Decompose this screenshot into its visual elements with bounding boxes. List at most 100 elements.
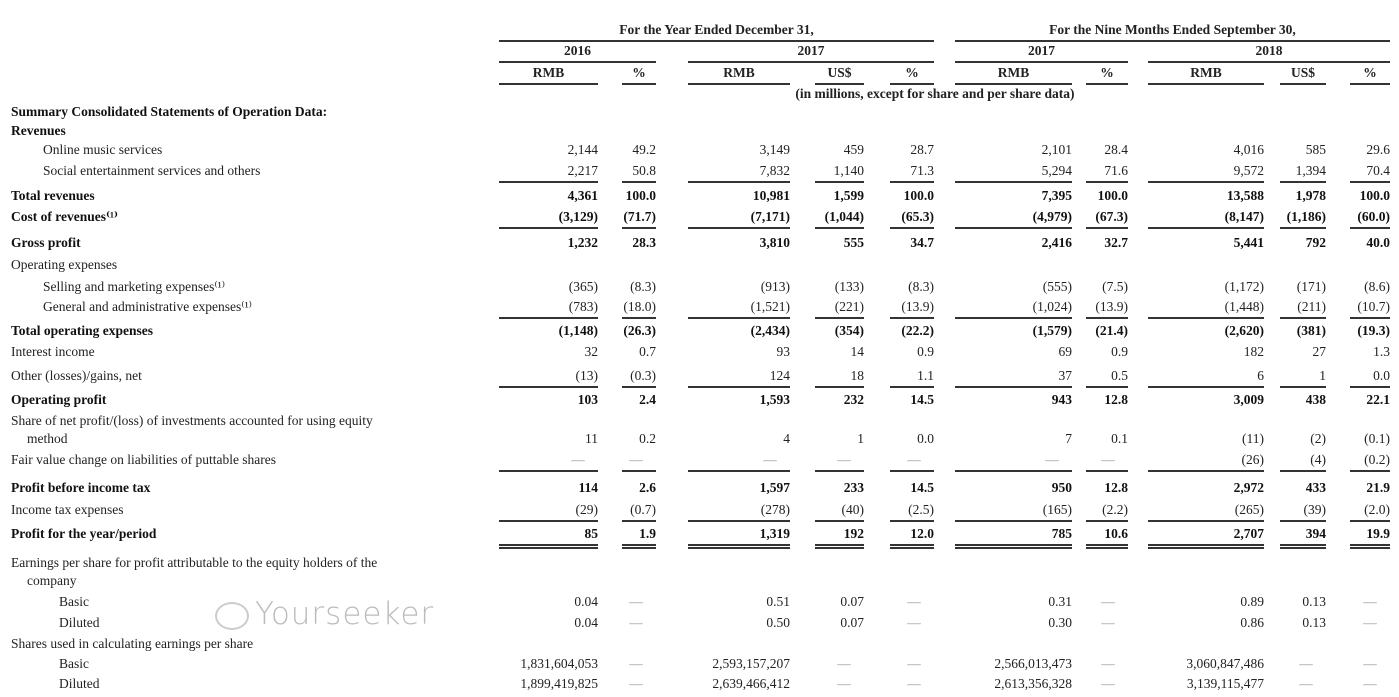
table-cell: 0.04 (574, 594, 598, 609)
underline (815, 317, 864, 319)
table-cell: 0.30 (1048, 615, 1072, 630)
table-cell: — (837, 656, 851, 671)
table-cell: (40) (841, 502, 865, 517)
table-cell: (2.0) (1364, 502, 1390, 517)
divider (622, 83, 656, 85)
table-cell: 0.9 (917, 344, 934, 359)
row-label-continued: company (27, 573, 77, 588)
underline (955, 181, 1072, 183)
underline (815, 227, 864, 229)
table-cell: (265) (1234, 502, 1264, 517)
table-cell: 1,599 (833, 188, 864, 203)
table-cell: (1,148) (558, 323, 598, 338)
divider (955, 40, 1390, 42)
table-cell: (13.9) (901, 299, 934, 314)
row-label: Profit for the year/period (11, 526, 157, 541)
table-cell: (7.5) (1102, 279, 1128, 294)
table-cell: 27 (1312, 344, 1327, 359)
underline (688, 520, 790, 522)
underline (890, 520, 934, 522)
table-cell: 0.51 (766, 594, 790, 609)
table-cell: 5,294 (1041, 163, 1072, 178)
table-cell: 1,232 (567, 235, 598, 250)
table-cell: (211) (1297, 299, 1326, 314)
table-cell: 1,593 (759, 392, 790, 407)
table-cell: (7,171) (750, 209, 790, 224)
divider (688, 83, 790, 85)
table-cell: 2,613,356,328 (994, 676, 1072, 691)
underline (1086, 520, 1128, 522)
table-cell: 29.6 (1366, 142, 1390, 157)
table-cell: 1 (1319, 368, 1326, 383)
table-cell: 49.2 (632, 142, 656, 157)
underline (1086, 317, 1128, 319)
row-label: Income tax expenses (11, 502, 124, 517)
underline (890, 386, 934, 388)
underline (1350, 470, 1390, 472)
divider (1350, 83, 1390, 85)
table-cell: (165) (1042, 502, 1072, 517)
table-cell: (8.3) (908, 279, 934, 294)
table-cell: (133) (834, 279, 864, 294)
underline (622, 317, 656, 319)
table-cell: 28.3 (632, 235, 656, 250)
table-cell: 2,101 (1041, 142, 1072, 157)
row-label-continued: method (27, 431, 68, 446)
underline (499, 317, 598, 319)
divider (955, 61, 1128, 63)
underline (688, 386, 790, 388)
underline (688, 470, 790, 472)
table-cell: (4,979) (1032, 209, 1072, 224)
row-label: Fair value change on liabilities of putt… (11, 452, 277, 467)
table-cell: 10.6 (1104, 526, 1128, 541)
table-cell: 6 (1257, 368, 1264, 383)
row-label: Online music services (43, 142, 163, 157)
table-cell: 0.31 (1048, 594, 1072, 609)
underline (1148, 386, 1264, 388)
table-cell: — (837, 676, 851, 691)
table-cell: 2,566,013,473 (994, 656, 1072, 671)
table-cell: — (1299, 656, 1313, 671)
row-label: Total operating expenses (11, 323, 154, 338)
column-header-currency: % (1100, 65, 1114, 80)
underline (1280, 227, 1326, 229)
table-cell: 12.0 (910, 526, 934, 541)
table-cell: — (1299, 676, 1313, 691)
table-cell: 85 (584, 526, 599, 541)
table-cell: 950 (1051, 480, 1072, 495)
table-cell: 1,978 (1295, 188, 1326, 203)
header-nine-months-group: For the Nine Months Ended September 30, (1049, 22, 1296, 37)
table-cell: 1.3 (1373, 344, 1390, 359)
table-cell: 0.07 (840, 594, 864, 609)
table-cell: — (1045, 452, 1059, 467)
watermark-text: Yourseeker (255, 596, 435, 632)
underline (688, 181, 790, 183)
row-label: Social entertainment services and others (43, 163, 261, 178)
underline (499, 227, 598, 229)
wechat-icon (215, 601, 249, 630)
table-cell: 12.8 (1104, 392, 1128, 407)
column-header-currency: % (1363, 65, 1377, 80)
table-cell: (1,579) (1032, 323, 1072, 338)
table-cell: 34.7 (910, 235, 934, 250)
table-cell: — (907, 615, 921, 630)
table-cell: 0.2 (639, 431, 656, 446)
row-label: Total revenues (11, 188, 95, 203)
table-cell: (13) (575, 368, 599, 383)
table-cell: 93 (776, 344, 791, 359)
table-cell: (783) (568, 299, 598, 314)
column-header-currency: RMB (997, 65, 1030, 80)
table-cell: (21.4) (1095, 323, 1128, 338)
double-underline (688, 544, 790, 549)
table-cell: (1,448) (1224, 299, 1264, 314)
table-cell: 2,593,157,207 (712, 656, 790, 671)
table-cell: 13,588 (1226, 188, 1264, 203)
table-cell: — (629, 615, 643, 630)
double-underline (1086, 544, 1128, 549)
table-cell: 4,016 (1233, 142, 1264, 157)
underline (1350, 181, 1390, 183)
column-header-currency: RMB (532, 65, 565, 80)
table-cell: (1,186) (1286, 209, 1326, 224)
table-cell: 1 (857, 431, 864, 446)
divider (815, 83, 864, 85)
